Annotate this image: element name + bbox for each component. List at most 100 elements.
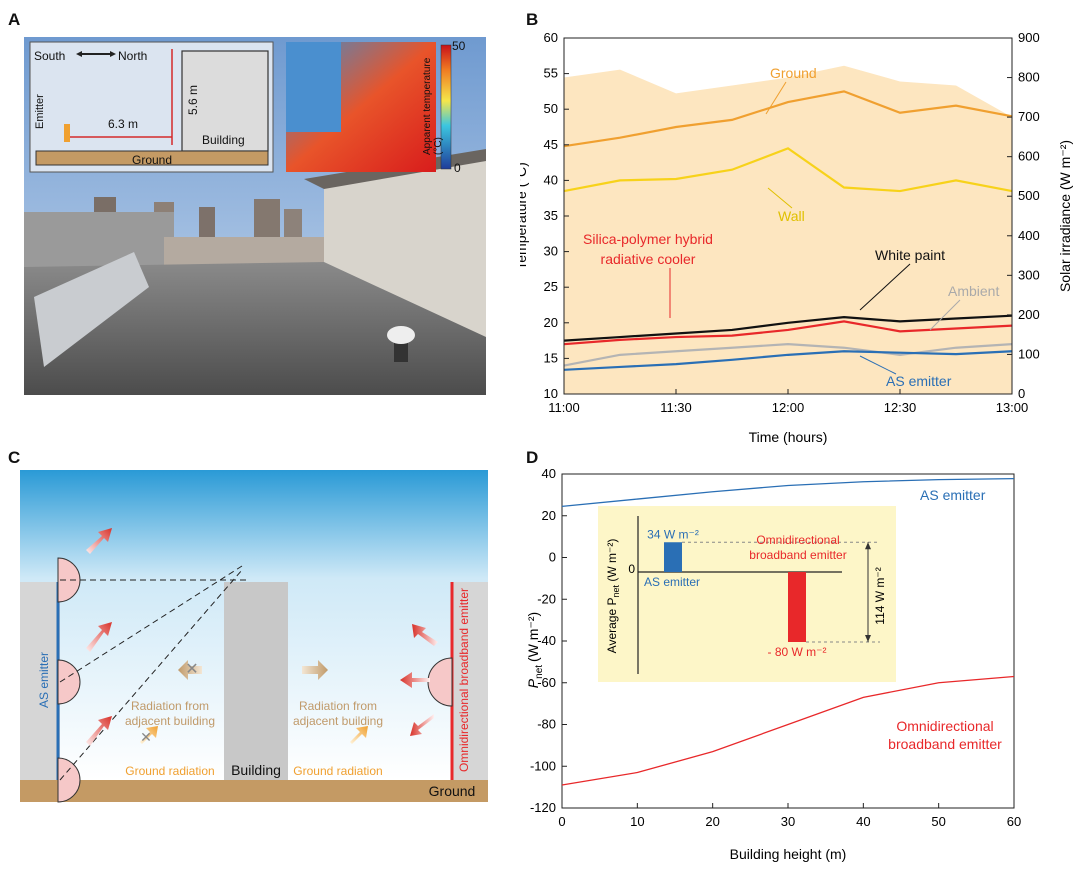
b-white-pointer <box>859 263 911 311</box>
rooftop-photo: South North Emitter 6.3 m 5.6 m Building… <box>24 37 486 395</box>
thermal-min: 0 <box>454 161 461 175</box>
d-ytick-label: -20 <box>537 591 556 606</box>
b-ann-ground: Ground <box>770 65 817 81</box>
b-wall-pointer <box>767 187 793 209</box>
b-xtick-label: 12:30 <box>884 400 917 415</box>
thermal-label: Apparent temperature (°C) <box>422 57 444 155</box>
chart-b: 1015202530354045505560010020030040050060… <box>520 30 1073 445</box>
d-ytick-label: 20 <box>542 508 556 523</box>
c-ground-right: Ground radiation <box>293 764 382 778</box>
d-inset-ylabel: Average Pnet (W m⁻²) <box>605 539 621 654</box>
b-y2tick-label: 700 <box>1018 109 1040 124</box>
b-ytick-label: 15 <box>544 350 558 365</box>
b-xlabel: Time (hours) <box>749 429 828 445</box>
b-ann-as: AS emitter <box>886 373 952 389</box>
inset-emitter: Emitter <box>34 94 46 129</box>
c-rad-left-1: Radiation from <box>131 699 209 713</box>
d-ytick-label: -60 <box>537 675 556 690</box>
d-ylabel: Pnet(W m⁻²) <box>525 612 545 688</box>
chart-d: -120 -100 -80 -60 -40 -20 0 20 40 0 10 20 30 40 50 60 B… <box>525 466 1021 862</box>
schematic-c: ✕ ✕ AS emitter Omnidirectional broadband… <box>20 470 488 803</box>
panel-label-a: A <box>8 10 21 29</box>
b-ytick-label: 20 <box>544 315 558 330</box>
d-label-omni2: broadband emitter <box>888 736 1002 752</box>
b-ytick-label: 30 <box>544 244 558 259</box>
inset-north: North <box>118 49 148 63</box>
d-ytick-label: -120 <box>530 800 556 815</box>
c-rad-right-2: adjacent building <box>293 714 383 728</box>
d-inset-diff-arrowhead-top <box>865 542 871 550</box>
d-inset-value-as: 34 W m⁻² <box>647 527 699 541</box>
d-ytick-label: -80 <box>537 717 556 732</box>
b-ytick-label: 10 <box>544 386 558 401</box>
b-y2tick-label: 500 <box>1018 188 1040 203</box>
b-xtick-label: 13:00 <box>996 400 1029 415</box>
b-ann-hybrid2: radiative cooler <box>601 251 696 267</box>
b-y2tick-label: 800 <box>1018 70 1040 85</box>
b-as-pointer <box>859 355 897 375</box>
c-as-emitter: AS emitter <box>37 652 51 708</box>
series-silica-polymer-hybrid-radiative-cooler <box>563 320 1013 346</box>
panel-label-b: B <box>526 10 539 29</box>
b-y2tick-label: 400 <box>1018 228 1040 243</box>
series-ambient <box>563 343 1013 367</box>
d-xtick-label: 40 <box>856 814 870 829</box>
c-omni: Omnidirectional broadband emitter <box>457 588 471 772</box>
series-ground <box>563 90 1013 148</box>
panel-label-d: D <box>526 448 539 467</box>
inset-height: 5.6 m <box>186 84 200 115</box>
d-inset-bar-as-emitter <box>664 542 682 572</box>
d-xtick-label: 60 <box>1007 814 1021 829</box>
d-ytick-label: -40 <box>537 633 556 648</box>
b-ytick-label: 40 <box>544 172 558 187</box>
b-ann-wall: Wall <box>778 208 805 224</box>
d-xtick-label: 10 <box>630 814 644 829</box>
inset-ground: Ground <box>132 153 173 167</box>
d-inset-bar-omnidirectional <box>788 572 806 642</box>
b-y2tick-label: 600 <box>1018 149 1040 164</box>
d-inset-diff-arrowhead-bottom <box>865 635 871 642</box>
b-ytick-label: 45 <box>544 137 558 152</box>
d-xlabel: Building height (m) <box>730 846 847 862</box>
b-xtick-label: 12:00 <box>772 400 805 415</box>
d-xtick-label: 50 <box>931 814 945 829</box>
b-y2label: Solar irradiance (W m⁻²) <box>1057 140 1073 292</box>
b-y2tick-label: 200 <box>1018 307 1040 322</box>
rooftop-photo-illustration <box>24 37 486 395</box>
c-rad-right-1: Radiation from <box>299 699 377 713</box>
b-ytick-label: 25 <box>544 279 558 294</box>
b-xtick-label: 11:00 <box>548 400 580 415</box>
center-building <box>224 582 288 782</box>
thermal-max: 50 <box>452 39 466 53</box>
series-as-emitter <box>561 477 1015 508</box>
inset-building: Building <box>202 133 245 147</box>
d-inset: 34 W m⁻² - 80 W m⁻² 0 AS emitter Omnidire… <box>598 506 896 682</box>
b-ann-ambient: Ambient <box>948 283 999 299</box>
d-inset-cat2-2: broadband emitter <box>749 548 846 562</box>
d-ytick-label: 0 <box>549 550 556 565</box>
b-ytick-label: 35 <box>544 208 558 223</box>
b-ytick-label: 50 <box>544 101 558 116</box>
inset-distance: 6.3 m <box>108 117 139 131</box>
b-ytick-label: 60 <box>544 30 558 45</box>
ground-strip <box>20 780 488 802</box>
d-xtick-label: 20 <box>705 814 719 829</box>
svg-text:✕: ✕ <box>185 661 198 678</box>
c-ground: Ground <box>429 783 476 799</box>
b-ytick-label: 55 <box>544 66 558 81</box>
svg-text:✕: ✕ <box>140 729 152 745</box>
b-ambient-pointer <box>929 299 961 331</box>
d-inset-value-omni: - 80 W m⁻² <box>768 645 827 659</box>
series-omnidirectional-broadband-emitter <box>561 675 1015 786</box>
d-inset-cat1: AS emitter <box>644 575 700 589</box>
inset-south: South <box>34 49 66 63</box>
series-white-paint <box>563 314 1013 342</box>
d-ytick-label: -100 <box>530 758 556 773</box>
d-inset-zero: 0 <box>628 562 635 576</box>
series-wall <box>563 147 1013 193</box>
b-y2tick-label: 900 <box>1018 30 1040 45</box>
series-solar-irradiance <box>564 65 1012 394</box>
d-xtick-label: 0 <box>558 814 565 829</box>
panel-label-c: C <box>8 448 21 467</box>
d-inset-cat2-1: Omnidirectional <box>756 533 839 547</box>
